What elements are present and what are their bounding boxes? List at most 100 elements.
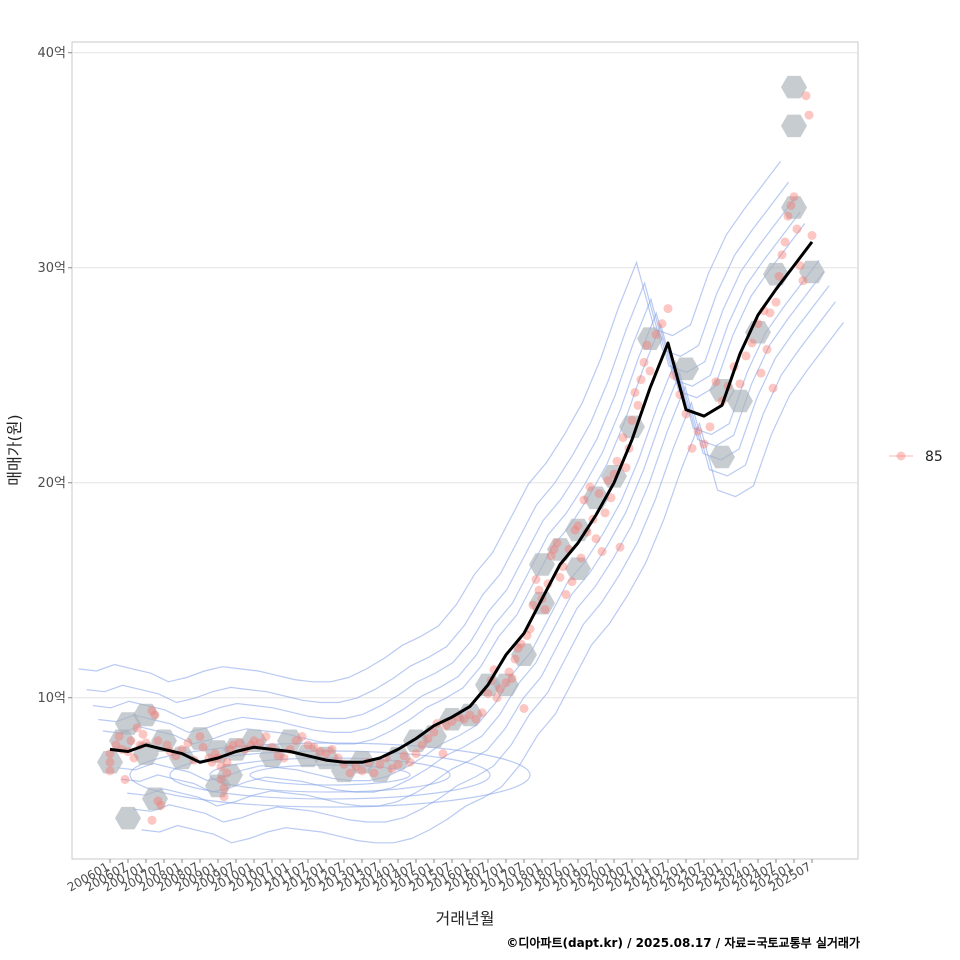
data-point: [156, 800, 166, 810]
data-point: [309, 742, 319, 752]
data-point: [783, 211, 793, 221]
data-point: [705, 422, 715, 432]
data-point: [291, 736, 301, 746]
data-point: [570, 525, 580, 535]
data-point: [120, 774, 130, 784]
density-contour: [98, 211, 801, 734]
hexbin-cell: [565, 518, 591, 542]
scatter-points: [105, 91, 817, 825]
data-point: [255, 738, 265, 748]
data-point: [492, 693, 502, 703]
data-point: [618, 433, 628, 443]
data-point: [441, 721, 451, 731]
data-point: [183, 738, 193, 748]
y-tick-label: 20억: [37, 476, 66, 491]
legend-label: 85: [925, 449, 943, 465]
y-axis-title: 매매가(원): [5, 414, 24, 485]
data-point: [297, 731, 307, 741]
grid-lines: [72, 52, 858, 699]
data-point: [369, 768, 379, 778]
y-tick-label: 30억: [37, 261, 66, 276]
data-point: [345, 768, 355, 778]
data-point: [195, 731, 205, 741]
data-point: [405, 757, 415, 767]
data-point: [612, 456, 622, 466]
data-point: [606, 493, 616, 503]
data-point: [417, 740, 427, 750]
data-point: [645, 366, 655, 376]
density-contour: [102, 223, 806, 745]
data-point: [510, 654, 520, 664]
hexbin-cell: [637, 327, 663, 350]
data-point: [126, 736, 136, 746]
x-axis-title: 거래년월: [436, 909, 495, 928]
data-point: [147, 706, 157, 716]
hexbin-cell: [241, 729, 267, 752]
data-point: [132, 723, 142, 733]
hexbin-cell: [709, 445, 735, 469]
data-point: [579, 495, 589, 505]
hexbin-cell: [313, 746, 339, 770]
hexbin-cell: [277, 729, 303, 752]
data-point: [279, 753, 289, 763]
data-point: [216, 774, 226, 784]
data-point: [621, 463, 631, 473]
data-point: [804, 110, 814, 120]
data-point: [693, 426, 703, 436]
density-contour: [121, 271, 825, 793]
hexbin-cell: [565, 557, 591, 580]
data-point: [774, 271, 784, 281]
data-point: [261, 731, 271, 741]
data-point: [351, 762, 361, 772]
data-point: [777, 250, 787, 260]
data-point: [636, 375, 646, 385]
data-point: [549, 544, 559, 554]
data-point: [546, 551, 556, 561]
data-point: [651, 329, 661, 339]
data-point: [357, 766, 367, 776]
data-point: [603, 476, 613, 486]
hexbin-cell: [511, 643, 537, 666]
y-tick-label: 10억: [37, 691, 66, 706]
data-point: [747, 338, 757, 348]
data-point: [222, 768, 232, 778]
data-point: [807, 231, 817, 240]
data-point: [540, 605, 550, 615]
hexbin-cell: [673, 357, 699, 381]
data-point: [483, 688, 493, 698]
legend-key-point: [896, 451, 906, 461]
y-axis: 10억 20억 30억 40억: [37, 46, 72, 706]
data-point: [411, 749, 421, 759]
data-point: [228, 740, 238, 750]
data-point: [711, 377, 721, 387]
data-point: [105, 757, 115, 767]
density-contour: [78, 161, 781, 683]
data-point: [315, 747, 325, 756]
data-point: [600, 508, 610, 518]
hexbin-cell: [367, 759, 393, 783]
hexbin-cell: [217, 763, 243, 787]
data-point: [111, 740, 121, 750]
data-point: [780, 237, 790, 247]
density-contour: [129, 742, 531, 808]
data-point: [789, 192, 799, 202]
data-point: [504, 667, 514, 677]
data-point: [531, 575, 541, 584]
data-point: [699, 439, 709, 449]
data-point: [555, 572, 565, 582]
data-point: [615, 542, 625, 552]
x-axis: 2006012006072007012007072008012008072009…: [65, 859, 814, 895]
data-point: [105, 766, 115, 776]
data-point: [795, 261, 805, 271]
data-point: [513, 643, 523, 653]
hexbin-cell: [727, 389, 753, 413]
data-point: [393, 759, 403, 769]
data-point: [303, 740, 313, 750]
data-point: [585, 482, 595, 492]
data-point: [528, 600, 538, 610]
data-point: [471, 714, 481, 724]
data-point: [216, 762, 226, 772]
data-point: [594, 489, 604, 498]
hexbin-cell: [133, 703, 159, 727]
data-point: [234, 738, 244, 748]
